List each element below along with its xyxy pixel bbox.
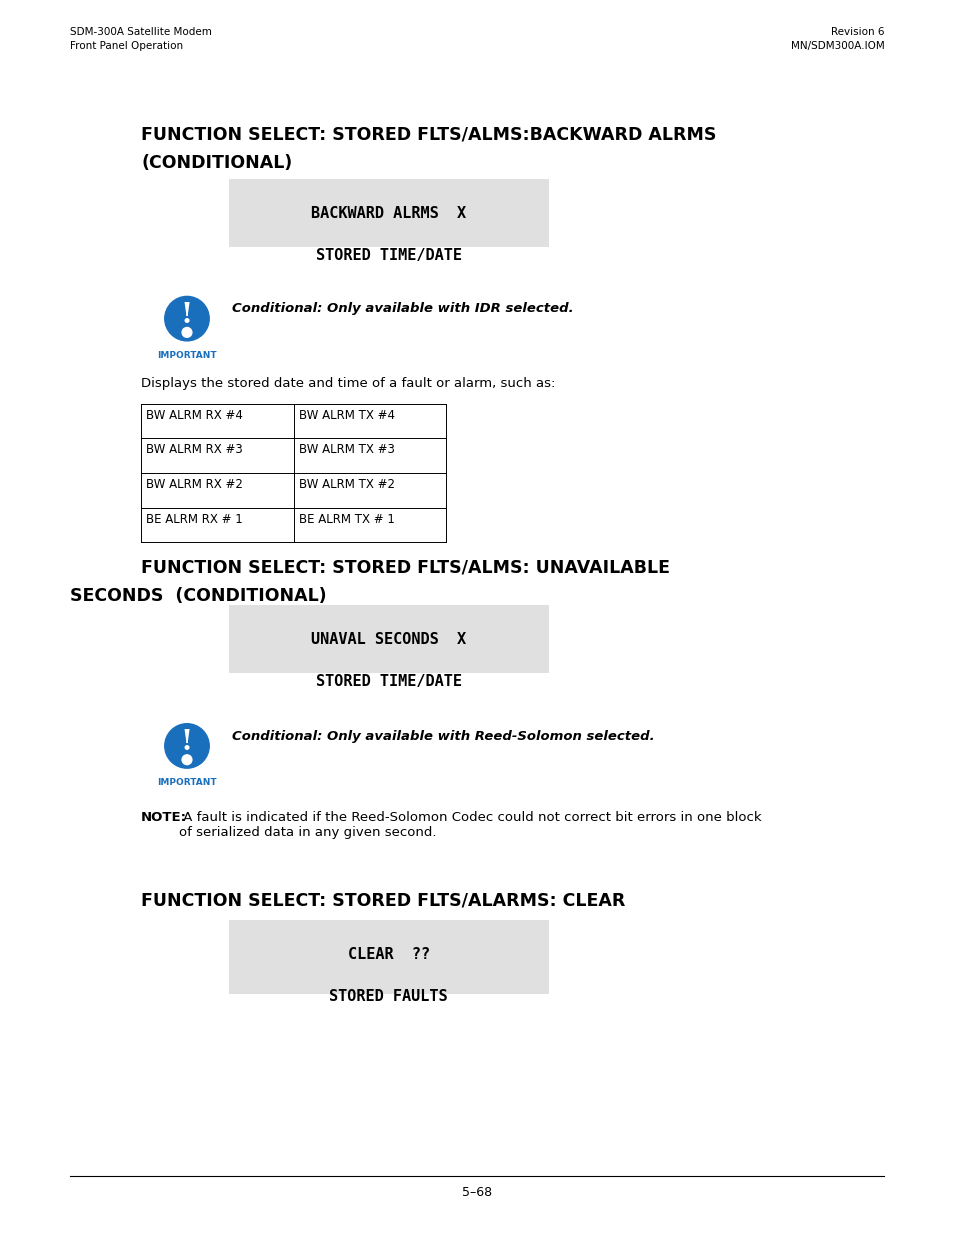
- Text: (CONDITIONAL): (CONDITIONAL): [141, 154, 293, 173]
- Text: STORED TIME/DATE: STORED TIME/DATE: [315, 248, 461, 263]
- Text: IMPORTANT: IMPORTANT: [157, 778, 216, 787]
- Text: BW ALRM TX #2: BW ALRM TX #2: [298, 478, 395, 492]
- Text: BW ALRM RX #3: BW ALRM RX #3: [146, 443, 242, 457]
- Text: NOTE:: NOTE:: [141, 811, 187, 825]
- Text: 5–68: 5–68: [461, 1186, 492, 1199]
- Text: MN/SDM300A.IOM: MN/SDM300A.IOM: [790, 41, 883, 51]
- Ellipse shape: [182, 327, 192, 337]
- Text: SDM-300A Satellite Modem: SDM-300A Satellite Modem: [70, 27, 212, 37]
- Text: BE ALRM TX # 1: BE ALRM TX # 1: [298, 513, 394, 526]
- Text: Conditional: Only available with IDR selected.: Conditional: Only available with IDR sel…: [232, 303, 573, 315]
- FancyBboxPatch shape: [229, 920, 548, 994]
- Ellipse shape: [182, 755, 192, 764]
- Text: BW ALRM RX #4: BW ALRM RX #4: [146, 409, 243, 422]
- Text: IMPORTANT: IMPORTANT: [157, 351, 216, 359]
- Text: Front Panel Operation: Front Panel Operation: [70, 41, 183, 51]
- Text: !: !: [181, 301, 193, 329]
- Text: BE ALRM RX # 1: BE ALRM RX # 1: [146, 513, 242, 526]
- FancyBboxPatch shape: [229, 179, 548, 247]
- Text: FUNCTION SELECT: STORED FLTS/ALMS: UNAVAILABLE: FUNCTION SELECT: STORED FLTS/ALMS: UNAVA…: [141, 558, 670, 577]
- Text: STORED FAULTS: STORED FAULTS: [329, 989, 448, 1004]
- Text: !: !: [181, 729, 193, 756]
- Text: STORED TIME/DATE: STORED TIME/DATE: [315, 674, 461, 689]
- Ellipse shape: [165, 724, 209, 768]
- Text: BACKWARD ALRMS  X: BACKWARD ALRMS X: [311, 206, 466, 221]
- Ellipse shape: [165, 296, 209, 341]
- Text: BW ALRM TX #3: BW ALRM TX #3: [298, 443, 394, 457]
- Text: Revision 6: Revision 6: [830, 27, 883, 37]
- FancyBboxPatch shape: [229, 605, 548, 673]
- Text: BW ALRM RX #2: BW ALRM RX #2: [146, 478, 243, 492]
- Text: UNAVAL SECONDS  X: UNAVAL SECONDS X: [311, 632, 466, 647]
- Text: SECONDS  (CONDITIONAL): SECONDS (CONDITIONAL): [70, 587, 326, 605]
- Text: BW ALRM TX #4: BW ALRM TX #4: [298, 409, 395, 422]
- Text: FUNCTION SELECT: STORED FLTS/ALMS:BACKWARD ALRMS: FUNCTION SELECT: STORED FLTS/ALMS:BACKWA…: [141, 126, 716, 144]
- Text: Displays the stored date and time of a fault or alarm, such as:: Displays the stored date and time of a f…: [141, 377, 555, 390]
- Text: FUNCTION SELECT: STORED FLTS/ALARMS: CLEAR: FUNCTION SELECT: STORED FLTS/ALARMS: CLE…: [141, 892, 625, 910]
- Text: A fault is indicated if the Reed-Solomon Codec could not correct bit errors in o: A fault is indicated if the Reed-Solomon…: [179, 811, 761, 840]
- Text: CLEAR  ??: CLEAR ??: [347, 947, 430, 962]
- Text: Conditional: Only available with Reed-Solomon selected.: Conditional: Only available with Reed-So…: [232, 730, 654, 742]
